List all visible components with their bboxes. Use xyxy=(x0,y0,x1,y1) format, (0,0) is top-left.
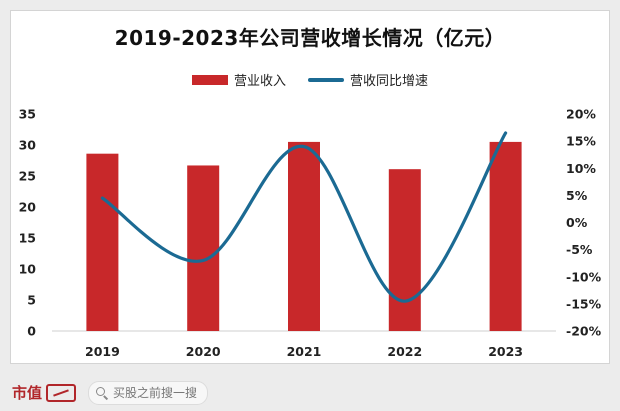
y-right-tick-label: 20% xyxy=(566,107,596,122)
x-tick-label: 2021 xyxy=(287,344,322,359)
y-left-tick-label: 20 xyxy=(19,200,37,215)
bar-revenue xyxy=(388,169,421,331)
legend-swatch-growth xyxy=(308,77,344,82)
y-right-tick-label: 10% xyxy=(566,161,596,176)
search-placeholder: 买股之前搜一搜 xyxy=(113,386,198,400)
bar-revenue xyxy=(187,165,220,331)
y-left-tick-label: 5 xyxy=(27,293,36,308)
x-tick-label: 2020 xyxy=(186,344,221,359)
y-right-tick-label: -15% xyxy=(566,296,602,311)
search-box[interactable]: 买股之前搜一搜 xyxy=(88,380,209,405)
footer: 市值 买股之前搜一搜 xyxy=(0,374,620,411)
legend-swatch-revenue xyxy=(191,74,228,85)
y-left-tick-label: 30 xyxy=(19,138,37,153)
legend-label-revenue: 营业收入 xyxy=(233,74,286,89)
legend: 营业收入 营收同比增速 xyxy=(0,70,620,89)
search-icon xyxy=(95,386,109,400)
y-right-tick-label: 15% xyxy=(566,134,596,149)
brand-seal-icon xyxy=(46,383,77,402)
bar-revenue xyxy=(489,141,522,331)
x-tick-label: 2023 xyxy=(488,344,523,359)
y-right-tick-label: -20% xyxy=(566,324,602,339)
bar-revenue xyxy=(86,153,119,331)
legend-item-revenue: 营业收入 xyxy=(191,70,286,89)
bar-revenue xyxy=(288,141,320,331)
y-right-tick-label: 0% xyxy=(566,215,588,230)
y-right-tick-label: 5% xyxy=(566,188,588,203)
y-right-tick-label: -5% xyxy=(566,242,593,257)
brand-name: 市值 xyxy=(12,384,43,402)
y-left-tick-label: 25 xyxy=(19,169,36,184)
chart-title: 2019-2023年公司营收增长情况（亿元） xyxy=(114,26,506,50)
line-growth xyxy=(100,131,508,303)
y-left-tick-label: 35 xyxy=(19,107,36,122)
x-tick-label: 2019 xyxy=(85,344,120,359)
y-left-tick-label: 10 xyxy=(19,262,37,277)
legend-label-growth: 营收同比增速 xyxy=(350,74,429,89)
brand-logo[interactable]: 市值 xyxy=(12,382,77,403)
x-tick-label: 2022 xyxy=(387,344,422,359)
y-right-tick-label: -10% xyxy=(566,269,602,284)
legend-item-growth: 营收同比增速 xyxy=(308,70,428,89)
chart-plot: 0 5 10 15 20 25 30 35 -20% -15% -10% -5% 0% 5% 10% 15% 2… xyxy=(19,107,602,360)
y-left-tick-label: 0 xyxy=(27,324,36,339)
y-left-tick-label: 15 xyxy=(19,231,36,246)
